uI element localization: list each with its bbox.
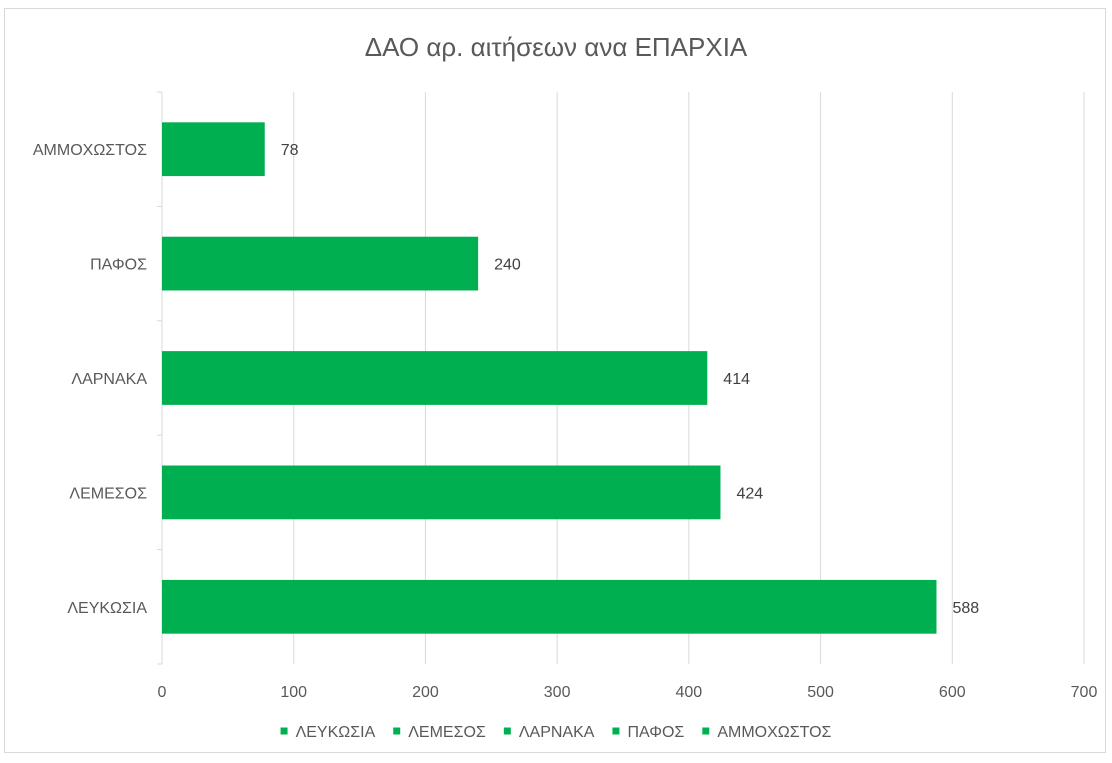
legend-item: ΛΑΡΝΑΚΑ <box>503 724 595 741</box>
data-label: 240 <box>494 257 521 274</box>
legend-swatch <box>612 727 620 735</box>
bar <box>162 579 937 634</box>
category-label: ΠΑΦΟΣ <box>90 257 147 274</box>
legend: ΛΕΥΚΩΣΙΑ ΛΕΜΕΣΟΣ ΛΑΡΝΑΚΑ ΠΑΦΟΣ ΑΜΜΟΧΩΣΤΟΣ <box>280 724 832 741</box>
data-label: 414 <box>723 371 750 388</box>
x-tick-label: 500 <box>807 684 834 701</box>
category-label: ΛΕΥΚΩΣΙΑ <box>67 600 147 617</box>
gridlines <box>293 92 1085 664</box>
data-label: 78 <box>281 142 299 159</box>
legend-label: ΛΕΥΚΩΣΙΑ <box>296 724 376 741</box>
legend-item: ΛΕΥΚΩΣΙΑ <box>280 724 376 741</box>
bar <box>162 351 708 405</box>
category-label: ΛΑΡΝΑΚΑ <box>71 371 147 388</box>
x-tick-labels: 0 100 200 300 400 500 600 700 <box>158 684 1098 701</box>
category-labels: ΛΕΥΚΩΣΙΑ ΛΕΜΕΣΟΣ ΛΑΡΝΑΚΑ ΠΑΦΟΣ ΑΜΜΟΧΩΣΤΟΣ <box>33 142 147 617</box>
bars <box>162 122 937 634</box>
x-tick-label: 100 <box>280 684 307 701</box>
bar <box>162 236 479 291</box>
bar <box>162 465 721 520</box>
legend-swatch <box>503 727 511 735</box>
legend-item: ΠΑΦΟΣ <box>612 724 684 741</box>
data-labels: 588 424 414 240 78 <box>281 142 980 617</box>
legend-swatch <box>702 727 710 735</box>
x-tick-label: 600 <box>939 684 966 701</box>
x-tick-label: 0 <box>158 684 167 701</box>
x-tick-label: 200 <box>412 684 439 701</box>
legend-label: ΠΑΦΟΣ <box>627 724 684 741</box>
legend-swatch <box>393 727 401 735</box>
legend-swatch <box>280 727 288 735</box>
data-label: 588 <box>952 600 979 617</box>
category-axis <box>157 91 163 665</box>
category-label: ΛΕΜΕΣΟΣ <box>69 485 147 502</box>
x-tick-label: 400 <box>676 684 703 701</box>
data-label: 424 <box>736 485 763 502</box>
legend-label: ΛΕΜΕΣΟΣ <box>408 724 486 741</box>
bar <box>162 122 265 177</box>
legend-label: ΛΑΡΝΑΚΑ <box>519 724 595 741</box>
chart-title: ΔΑΟ αρ. αιτήσεων ανα ΕΠΑΡΧΙΑ <box>365 32 748 62</box>
legend-item: ΛΕΜΕΣΟΣ <box>393 724 486 741</box>
x-tick-label: 700 <box>1071 684 1098 701</box>
x-tick-label: 300 <box>544 684 571 701</box>
legend-label: ΑΜΜΟΧΩΣΤΟΣ <box>717 724 831 741</box>
legend-item: ΑΜΜΟΧΩΣΤΟΣ <box>702 724 832 741</box>
category-label: ΑΜΜΟΧΩΣΤΟΣ <box>33 142 147 159</box>
